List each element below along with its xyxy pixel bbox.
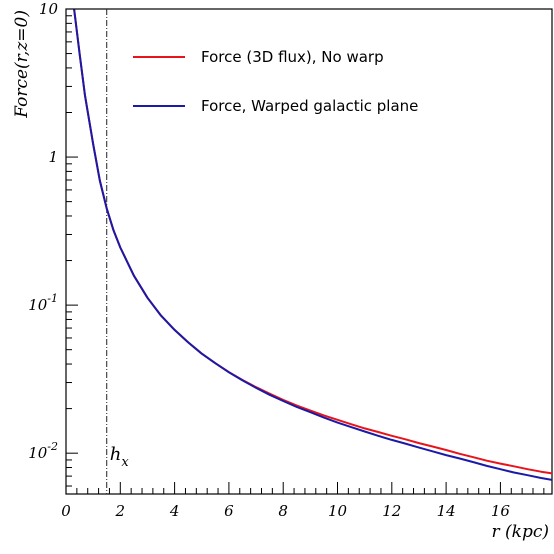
x-tick-label: 12 [382,502,401,520]
hx-label: hx [110,444,130,470]
y-axis-title: Force(r,z=0) [12,10,32,119]
legend-label-2: Force, Warped galactic plane [201,97,418,115]
legend-label-1: Force (3D flux), No warp [201,48,384,66]
x-tick-label: 10 [328,502,348,520]
x-tick-label: 0 [61,502,71,520]
plot-frame [65,8,553,495]
series-line-1 [73,9,552,475]
series-line-2 [73,9,552,481]
y-tick-label: 10-1 [28,292,58,314]
series-layer [73,9,552,481]
x-tick-label: 16 [491,502,511,520]
x-tick-label: 4 [169,502,180,520]
x-tick-label: 6 [224,502,234,520]
x-tick-label: 14 [437,502,456,520]
y-tick-label: 10-2 [28,440,58,462]
x-tick-label: 2 [115,502,126,520]
tick-layer: 0 2 4 6 8 10 12 14 16 10 1 10-1 10-2 [28,0,545,520]
y-tick-label: 1 [48,148,58,166]
x-axis-title: r (kpc) [492,522,550,542]
y-tick-label: 10 [39,0,59,18]
x-tick-label: 8 [278,502,288,520]
legend: Force (3D flux), No warp Force, Warped ga… [133,48,418,115]
annotation-layer: hx [106,9,130,494]
